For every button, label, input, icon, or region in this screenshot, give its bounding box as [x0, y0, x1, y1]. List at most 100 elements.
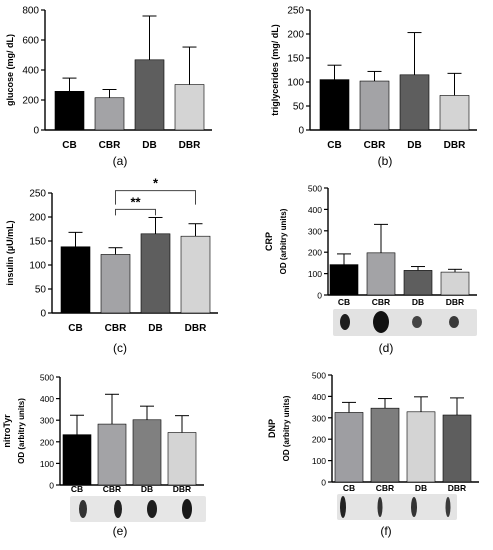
- y-tick-label: 600: [22, 36, 39, 47]
- significance-label: **: [130, 194, 141, 209]
- panel-d: 0 100 200 300 400 500 CRP OD (arbitry units) CB C…: [264, 184, 477, 355]
- panel-letter: (b): [378, 154, 393, 168]
- y-tick-label: 400: [312, 392, 326, 402]
- y-tick-label: 400: [40, 394, 54, 404]
- x-tick-label-CBR: CBR: [376, 483, 394, 493]
- y-tick-label: 500: [312, 371, 326, 381]
- y-tick-label: 300: [312, 413, 326, 423]
- y-tick-label: 100: [308, 269, 322, 279]
- y-tick-label: 200: [29, 213, 46, 224]
- x-tick-label-DBR: DBR: [446, 297, 464, 307]
- bar-CBR: [366, 252, 396, 296]
- bar-DB: [403, 270, 433, 296]
- panel-letter: (a): [113, 154, 128, 168]
- blot-bands-nitrotyr: [79, 499, 192, 519]
- x-tick-label-CB: CB: [327, 140, 341, 151]
- y-tick-label: 300: [40, 416, 54, 426]
- y-axis-label-units: OD (arbitry units): [17, 398, 26, 464]
- y-tick-label: 150: [29, 237, 46, 248]
- bar-CBR: [97, 423, 127, 486]
- panel-a: 0 200 400 600 800 glucose (mg/ dL) CB CBR DB DBR (…: [5, 6, 212, 168]
- y-tick-label: 400: [308, 205, 322, 215]
- y-tick-label: 300: [308, 226, 322, 236]
- bar-CB: [334, 412, 364, 483]
- y-tick-label: 100: [29, 261, 46, 272]
- y-axis-label: insulin (µU/mL): [5, 220, 15, 285]
- bar-CB: [319, 79, 350, 131]
- x-tick-label-CBR: CBR: [105, 323, 127, 334]
- panel-f: 0 100 200 300 400 500 DNP OD (arbitry units) CB C…: [267, 371, 479, 538]
- bar-CBR: [370, 407, 400, 483]
- panel-letter: (d): [379, 341, 394, 355]
- x-tick-label-DBR: DBR: [448, 483, 466, 493]
- bar-DBR: [180, 235, 211, 314]
- bar-DBR: [167, 432, 197, 486]
- bar-CB: [62, 434, 92, 486]
- y-tick-label: 500: [40, 373, 54, 383]
- x-tick-label-DB: DB: [142, 140, 156, 151]
- y-axis-label-units: OD (arbitry units): [279, 208, 288, 274]
- x-tick-label-CBR: CBR: [99, 140, 121, 151]
- x-tick-label-CBR: CBR: [372, 297, 390, 307]
- x-tick-label-CBR: CBR: [364, 140, 386, 151]
- bar-CBR: [359, 80, 390, 131]
- bar-CB: [60, 246, 91, 314]
- y-tick-label: 200: [308, 248, 322, 258]
- x-tick-label-DB: DB: [412, 297, 424, 307]
- x-tick-label-DBR: DBR: [185, 323, 207, 334]
- panel-e: 0 100 200 300 400 500 nitroTyr OD (arbitry unit…: [2, 373, 204, 538]
- y-tick-label: 0: [40, 309, 46, 320]
- y-tick-label: 500: [308, 184, 322, 194]
- x-tick-label-DBR: DBR: [444, 140, 466, 151]
- y-tick-label: 100: [312, 456, 326, 466]
- bar-DB: [399, 74, 430, 131]
- y-tick-label: 50: [35, 285, 47, 296]
- significance-bracket: [115, 208, 156, 216]
- bar-DBR: [442, 414, 472, 483]
- y-tick-label: 200: [22, 96, 39, 107]
- y-tick-label: 0: [298, 126, 304, 137]
- blot-image-dnp: [337, 494, 457, 520]
- y-tick-label: 50: [293, 102, 305, 113]
- y-tick-label: 150: [287, 54, 304, 65]
- y-axis-label-units: OD (arbitry units): [282, 395, 291, 461]
- y-tick-label: 0: [33, 126, 39, 137]
- bar-CBR: [100, 254, 131, 314]
- y-tick-label: 400: [22, 66, 39, 77]
- bar-DB: [134, 59, 165, 131]
- x-tick-label-CB: CB: [68, 323, 82, 334]
- x-tick-label-DB: DB: [141, 484, 153, 494]
- y-tick-label: 100: [287, 78, 304, 89]
- y-tick-label: 800: [22, 6, 39, 17]
- x-tick-label-CB: CB: [71, 484, 83, 494]
- bar-DB: [140, 233, 171, 314]
- bar-CB: [54, 91, 85, 131]
- x-tick-label-CB: CB: [343, 483, 355, 493]
- bar-CBR: [94, 97, 125, 131]
- panel-letter: (f): [380, 524, 391, 538]
- x-tick-label-CB: CB: [62, 140, 76, 151]
- y-tick-label: 200: [312, 435, 326, 445]
- y-axis-label: DNP: [267, 419, 277, 438]
- blot-image-nitrotyr: [70, 496, 206, 522]
- bar-DBR: [440, 271, 470, 296]
- bar-CB: [329, 264, 359, 296]
- panel-letter: (c): [113, 341, 127, 355]
- panel-c: 0 50 100 150 200 250 insulin (µU/mL) CB CBR DB DBR…: [5, 176, 218, 355]
- bar-DBR: [174, 84, 205, 131]
- y-tick-label: 0: [321, 478, 326, 488]
- bar-DB: [406, 411, 436, 483]
- y-tick-label: 0: [317, 291, 322, 301]
- x-tick-label-DB: DB: [415, 483, 427, 493]
- y-tick-label: 100: [40, 459, 54, 469]
- blot-bands-crp: [340, 311, 459, 333]
- blot-image-crp: [333, 309, 477, 336]
- y-tick-label: 200: [287, 30, 304, 41]
- significance-label: *: [153, 176, 159, 191]
- y-tick-label: 250: [287, 6, 304, 17]
- panel-letter: (e): [113, 524, 128, 538]
- y-axis-label: triglycerides (mg/ dL): [270, 24, 280, 116]
- panel-b: 0 50 100 150 200 250 triglycerides (mg/ dL) CB C…: [270, 6, 477, 168]
- x-tick-label-DB: DB: [148, 323, 162, 334]
